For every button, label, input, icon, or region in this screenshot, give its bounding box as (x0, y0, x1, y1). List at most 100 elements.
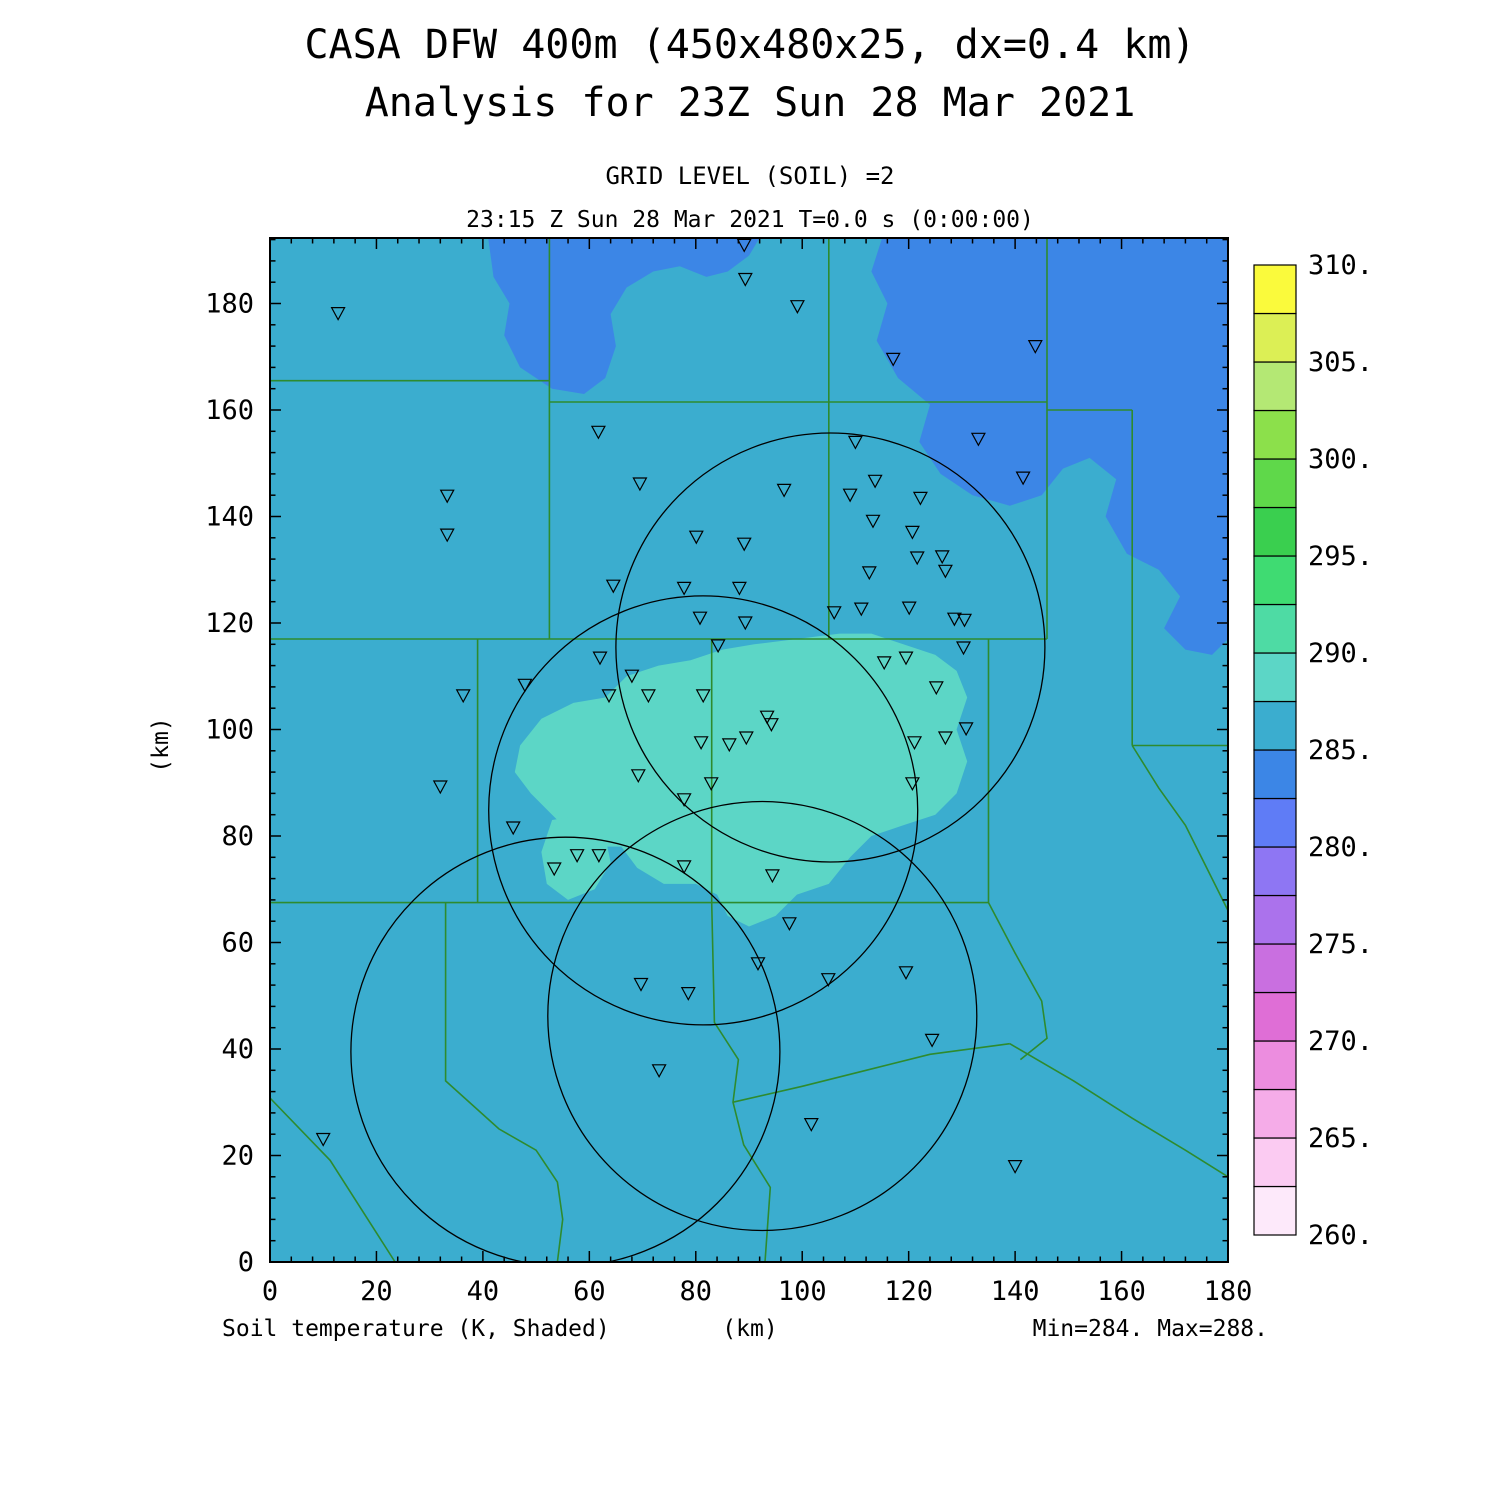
station-marker (632, 477, 648, 492)
station-marker (885, 352, 901, 367)
colorbar-band (1253, 846, 1297, 897)
radar-range-circle (350, 836, 781, 1262)
station-marker (958, 722, 974, 737)
station-marker (937, 731, 953, 746)
station-marker (934, 550, 950, 565)
station-marker (955, 641, 972, 656)
station-marker (676, 581, 692, 596)
station-marker (721, 738, 737, 753)
colorbar-band (1253, 312, 1297, 363)
colorbar-label: 260. (1308, 1220, 1373, 1251)
x-tick-label: 0 (262, 1276, 278, 1307)
x-tick-label: 20 (360, 1276, 393, 1307)
x-tick-label: 180 (1204, 1276, 1253, 1307)
colorbar-label: 300. (1308, 444, 1373, 475)
station-marker (1027, 340, 1043, 354)
station-marker (924, 1033, 940, 1048)
station-marker (692, 611, 708, 626)
colorbar-band (1253, 361, 1297, 412)
warm-region-center (514, 633, 968, 927)
station-marker (601, 689, 617, 704)
county-boundary-line (1131, 745, 1228, 911)
x-tick-label: 60 (573, 1276, 606, 1307)
station-marker (432, 780, 448, 795)
station-marker (1007, 1160, 1023, 1174)
station-marker (710, 639, 726, 654)
colorbar-label: 295. (1308, 541, 1373, 572)
x-tick-label: 120 (884, 1276, 933, 1307)
county-boundary-line (732, 1042, 1010, 1103)
station-marker (803, 1118, 819, 1132)
colorbar-band (1253, 409, 1297, 460)
station-marker (695, 689, 711, 704)
station-marker (970, 432, 986, 447)
station-marker (861, 566, 877, 581)
field-caption: Soil temperature (K, Shaded) (222, 1316, 610, 1342)
station-marker (688, 530, 704, 545)
x-tick-label: 140 (991, 1276, 1040, 1307)
station-marker (640, 689, 656, 704)
station-marker (736, 238, 752, 253)
colorbar-band (1253, 943, 1297, 994)
station-marker (764, 869, 780, 884)
county-boundary-line (444, 902, 564, 1262)
colorbar-band (1253, 264, 1297, 315)
station-marker (630, 769, 646, 784)
station-marker (956, 613, 973, 628)
plot-frame (269, 237, 1229, 1263)
station-marker (703, 777, 719, 792)
colorbar-label: 280. (1308, 832, 1373, 863)
colorbar-band (1253, 506, 1297, 557)
station-marker (776, 483, 792, 498)
radar-range-circle (547, 800, 978, 1232)
colorbar-band (1253, 555, 1297, 606)
station-marker (928, 681, 944, 696)
colorbar: 260. 265. 270. 275. 280. 285. 290. 295. 300. 305.… (1253, 250, 1373, 1251)
station-marker (789, 300, 805, 314)
station-marker (912, 491, 928, 506)
station-marker (865, 514, 881, 529)
colorbar-band (1253, 458, 1297, 509)
radar-range-circle (615, 432, 1046, 863)
station-marker (898, 651, 914, 666)
station-marker (906, 736, 923, 751)
x-tick-label: 160 (1097, 1276, 1146, 1307)
axis-ticks (269, 238, 1229, 1263)
y-tick-label: 80 (221, 821, 254, 852)
station-marker (439, 489, 455, 504)
grid-level-label: GRID LEVEL (SOIL) =2 (606, 162, 895, 190)
colorbar-label: 290. (1308, 638, 1373, 669)
station-marker (633, 977, 649, 992)
x-tick-label: 100 (778, 1276, 827, 1307)
station-marker (505, 821, 521, 836)
station-marker (820, 973, 836, 987)
station-marker (693, 736, 709, 751)
station-marker (651, 1064, 667, 1079)
minmax-caption: Min=284. Max=288. (1033, 1316, 1268, 1342)
y-axis-unit-label: (km) (148, 717, 174, 772)
colorbar-label: 285. (1308, 735, 1373, 766)
station-marker (330, 307, 346, 321)
colorbar-band (1253, 1137, 1297, 1188)
county-boundary-line (987, 902, 1048, 1061)
plot-title-line1: CASA DFW 400m (450x480x25, dx=0.4 km) (304, 22, 1195, 68)
cool-region-top-right (871, 238, 1228, 655)
radar-range-circle (488, 595, 919, 1026)
station-marker (904, 777, 920, 792)
station-marker (737, 272, 753, 287)
station-marker (680, 987, 696, 1001)
station-marker (904, 525, 920, 540)
station-marker (546, 862, 562, 877)
y-tick-label: 140 (205, 501, 254, 532)
station-marker (676, 860, 692, 875)
colorbar-band (1253, 1088, 1297, 1139)
station-marker (826, 606, 842, 621)
station-marker (909, 551, 925, 566)
station-marker (455, 689, 471, 704)
station-marker (605, 579, 621, 594)
station-marker (590, 425, 606, 440)
colorbar-band (1253, 700, 1297, 751)
station-marker (439, 528, 455, 543)
